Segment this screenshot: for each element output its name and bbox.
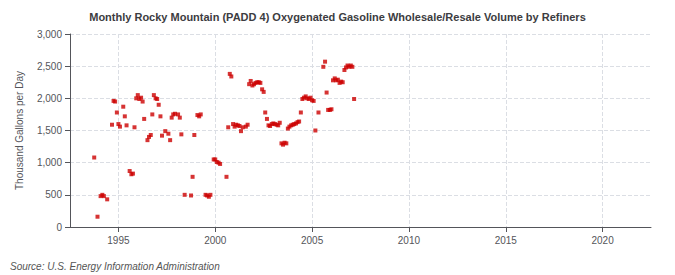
svg-text:3,000: 3,000 <box>37 29 62 40</box>
svg-text:2,500: 2,500 <box>37 61 62 72</box>
svg-text:1995: 1995 <box>107 235 130 246</box>
svg-text:1,500: 1,500 <box>37 125 62 136</box>
svg-text:2015: 2015 <box>495 235 518 246</box>
svg-text:2000: 2000 <box>204 235 227 246</box>
svg-text:2005: 2005 <box>301 235 324 246</box>
svg-text:500: 500 <box>45 189 62 200</box>
svg-text:0: 0 <box>56 222 62 233</box>
svg-text:1,000: 1,000 <box>37 157 62 168</box>
svg-text:Source: U.S. Energy Informatio: Source: U.S. Energy Information Administ… <box>10 261 220 272</box>
svg-text:2010: 2010 <box>398 235 421 246</box>
svg-text:2020: 2020 <box>591 235 614 246</box>
svg-text:2,000: 2,000 <box>37 93 62 104</box>
svg-text:Thousand Gallons per Day: Thousand Gallons per Day <box>14 71 25 190</box>
svg-text:Monthly Rocky Mountain (PADD 4: Monthly Rocky Mountain (PADD 4) Oxygenat… <box>89 11 586 23</box>
